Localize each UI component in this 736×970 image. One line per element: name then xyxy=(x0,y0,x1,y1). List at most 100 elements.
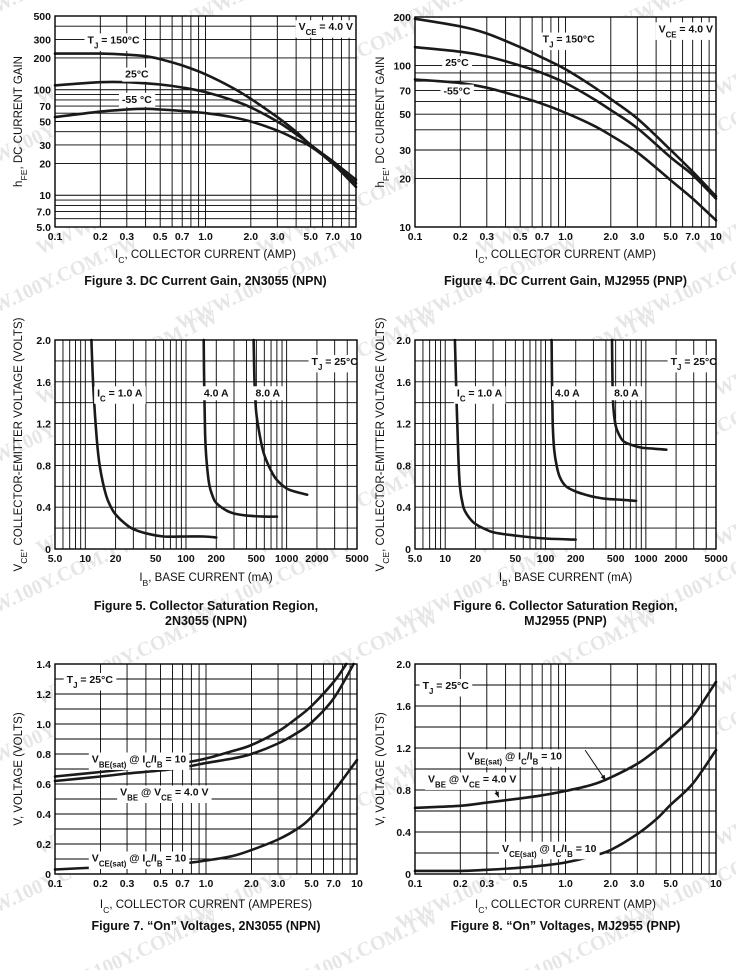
x-tick-label: 50 xyxy=(150,553,162,565)
x-tick-label: 1000 xyxy=(634,553,658,565)
plot-frame xyxy=(414,339,717,550)
annotation-label: VCE(sat) @ IC/IB = 10 xyxy=(499,841,600,860)
annotation-label: TJ = 150°C xyxy=(84,33,144,51)
annotation-label: 8.0 A xyxy=(252,386,284,401)
series-line-0 xyxy=(413,680,718,810)
x-tick-label: 5.0 xyxy=(303,231,318,243)
annotation-label: TJ = 25°C xyxy=(667,354,721,373)
annotation-text: 4.0 A xyxy=(204,387,229,399)
y-tick-label: 0 xyxy=(405,544,411,556)
figure-caption: Figure 8. “On” Voltages, MJ2955 (PNP) xyxy=(451,919,681,933)
y-tick-label: 200 xyxy=(393,12,411,24)
x-axis-label: IC, COLLECTOR CURRENT (AMP) xyxy=(115,249,296,265)
y-tick-label: 7.0 xyxy=(36,207,51,219)
y-tick-label: 0.4 xyxy=(36,809,51,821)
annotation-label: VBE(sat) @ IC/IB = 10 xyxy=(464,749,566,767)
x-tick-label: 0.3 xyxy=(120,231,135,243)
x-tick-label: 3.0 xyxy=(270,231,285,243)
plot-frame xyxy=(414,663,717,875)
y-axis-label: V, VOLTAGE (VOLTS) xyxy=(13,712,25,825)
annotation-text: 8.0 A xyxy=(255,387,280,399)
x-tick-label: 200 xyxy=(567,553,585,565)
series-line-2 xyxy=(413,78,718,222)
x-tick-label: 7.0 xyxy=(325,231,340,243)
x-tick-label: 5.0 xyxy=(48,553,63,565)
chart-fig7: TJ = 25°C VBE(sat) @ IC/IB = 10 VBE @ VCE … xyxy=(13,659,363,933)
x-tick-label: 2.0 xyxy=(244,878,259,890)
annotation-text: VCE(sat) @ IC/IB = 10 xyxy=(92,853,187,869)
x-tick-label: 10 xyxy=(439,553,451,565)
y-tick-label: 1.6 xyxy=(36,377,51,389)
watermark-text: WWW.100Y.COM.TW xyxy=(33,906,222,970)
x-tick-label: 0.3 xyxy=(480,878,495,890)
x-tick-label: 0.5 xyxy=(513,231,528,243)
y-tick-label: 100 xyxy=(33,85,51,97)
y-tick-label: 20 xyxy=(399,173,411,185)
x-tick-label: 10 xyxy=(79,553,91,565)
chart-fig3: TJ = 150°C 25°C -55 °C VCE = 4.0 V 0.1 0.2 0.3… xyxy=(13,11,362,288)
annotation-text: TJ = 25°C xyxy=(67,674,114,690)
x-axis-label: IB, BASE CURRENT (mA) xyxy=(139,572,273,588)
annotation-text: 25°C xyxy=(445,57,469,69)
y-tick-label: 0.2 xyxy=(36,839,51,851)
annotation-label: TJ = 25°C xyxy=(63,673,117,691)
y-tick-label: 0.4 xyxy=(396,502,411,514)
annotation-text: 4.0 A xyxy=(555,387,580,399)
series-line-0 xyxy=(90,338,218,539)
annotation-text: -55°C xyxy=(443,86,470,98)
y-axis-label: hFE, DC CURRENT GAIN xyxy=(375,57,391,188)
y-tick-label: 1.2 xyxy=(36,689,51,701)
annotation-text: VCE(sat) @ IC/IB = 10 xyxy=(502,843,597,859)
x-tick-label: 0.1 xyxy=(48,878,63,890)
figure-caption: Figure 4. DC Current Gain, MJ2955 (PNP) xyxy=(444,274,687,288)
y-axis-label: V, VOLTAGE (VOLTS) xyxy=(375,712,387,825)
y-tick-label: 0.8 xyxy=(396,460,411,472)
annotation-arrow xyxy=(584,749,607,781)
x-tick-label: 2.0 xyxy=(244,231,259,243)
x-tick-label: 3.0 xyxy=(630,878,645,890)
annotation-label: 4.0 A xyxy=(200,386,233,401)
x-tick-label: 0.2 xyxy=(453,878,468,890)
y-tick-label: 20 xyxy=(39,158,51,170)
x-axis-label: IC, COLLECTOR CURRENT (AMP) xyxy=(475,899,656,915)
x-tick-label: 10 xyxy=(710,878,722,890)
annotation-text: VBE(sat) @ IC/IB = 10 xyxy=(468,750,563,766)
series-line-0 xyxy=(453,338,577,541)
y-tick-label: 0.8 xyxy=(36,460,51,472)
annotation-text: TJ = 150°C xyxy=(543,34,595,50)
x-tick-label: 2.0 xyxy=(604,878,619,890)
x-tick-label: 3.0 xyxy=(271,878,286,890)
y-tick-label: 70 xyxy=(399,86,411,98)
annotation-text: 8.0 A xyxy=(614,387,639,399)
y-tick-label: 0.6 xyxy=(36,779,51,791)
y-tick-label: 300 xyxy=(33,34,51,46)
x-axis-label: IC, COLLECTOR CURRENT (AMPERES) xyxy=(100,899,312,915)
x-tick-label: 0.2 xyxy=(93,231,108,243)
annotation-label: VCE = 4.0 V xyxy=(655,22,717,40)
figure-caption: Figure 5. Collector Saturation Region, xyxy=(94,599,318,613)
x-axis-label: IC, COLLECTOR CURRENT (AMP) xyxy=(475,249,656,265)
x-tick-label: 1.0 xyxy=(199,878,214,890)
x-tick-label: 0.5 xyxy=(153,878,168,890)
plot-frame xyxy=(54,663,358,875)
y-tick-label: 1.6 xyxy=(396,377,411,389)
annotation-text: IC = 1.0 A xyxy=(457,387,503,403)
annotation-text: VBE @ VCE = 4.0 V xyxy=(428,773,516,789)
x-tick-label: 10 xyxy=(351,878,363,890)
y-tick-label: 0 xyxy=(45,544,51,556)
y-axis-label: VCE, COLLECTOR-EMITTER VOLTAGE (VOLTS) xyxy=(13,317,29,571)
x-tick-label: 5.0 xyxy=(304,878,319,890)
x-tick-label: 0.5 xyxy=(513,878,528,890)
x-tick-label: 0.1 xyxy=(48,231,63,243)
annotation-label: TJ = 150°C xyxy=(539,32,599,51)
x-tick-label: 2000 xyxy=(305,553,329,565)
plot-frame xyxy=(54,15,357,228)
series-line-1 xyxy=(53,80,358,185)
annotation-label: 25°C xyxy=(442,56,473,71)
x-tick-label: 5000 xyxy=(704,553,728,565)
y-tick-label: 0.4 xyxy=(396,827,411,839)
x-tick-label: 1.0 xyxy=(558,878,573,890)
y-tick-label: 1.4 xyxy=(36,659,51,671)
annotation-label: 8.0 A xyxy=(611,386,643,401)
annotation-text: 25°C xyxy=(125,69,149,81)
